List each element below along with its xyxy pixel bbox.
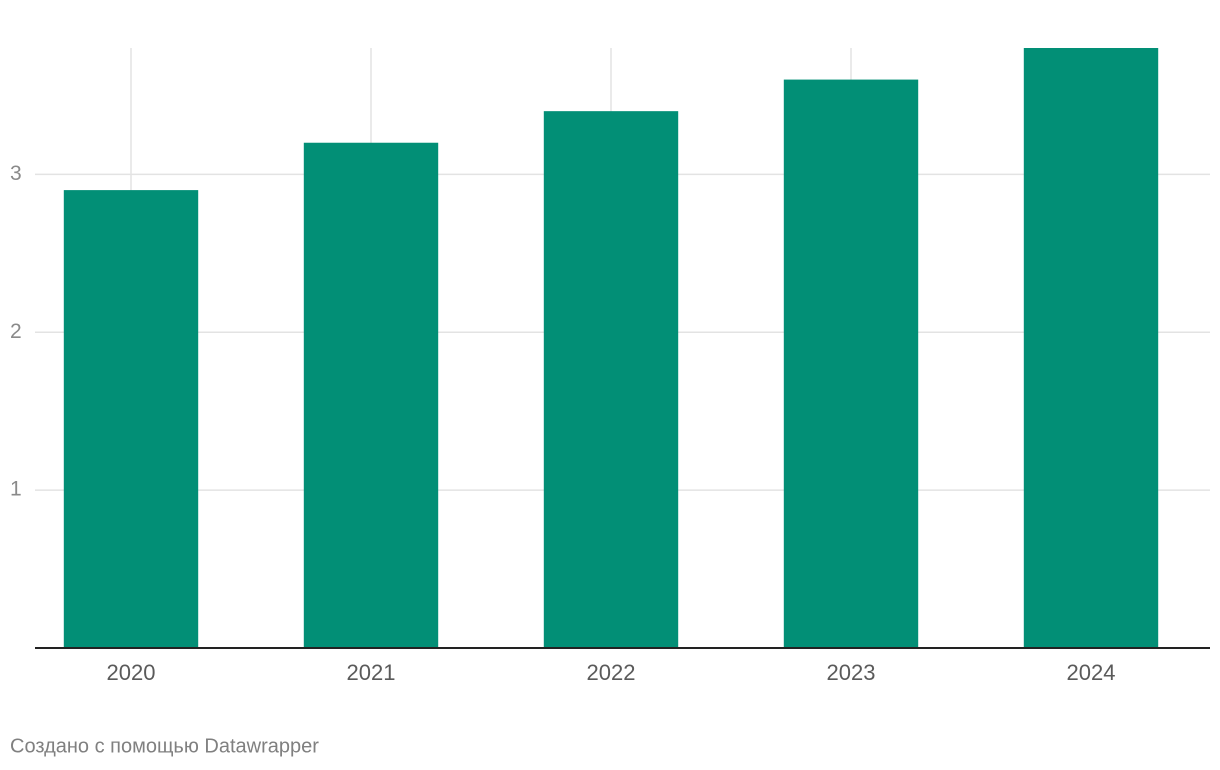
- x-tick-label: 2024: [1067, 660, 1116, 685]
- y-tick-label: 2: [10, 320, 22, 343]
- x-tick-label: 2022: [587, 660, 636, 685]
- x-tick-label: 2020: [107, 660, 156, 685]
- bar: [303, 142, 439, 648]
- bar: [1023, 48, 1159, 648]
- x-tick-label: 2023: [827, 660, 876, 685]
- x-tick-label: 2021: [347, 660, 396, 685]
- bar: [783, 79, 919, 648]
- y-tick-label: 3: [10, 162, 22, 185]
- credit: Создано с помощью Datawrapper: [10, 735, 319, 757]
- bar: [543, 111, 679, 648]
- y-tick-label: 1: [10, 478, 22, 501]
- bar: [63, 190, 199, 648]
